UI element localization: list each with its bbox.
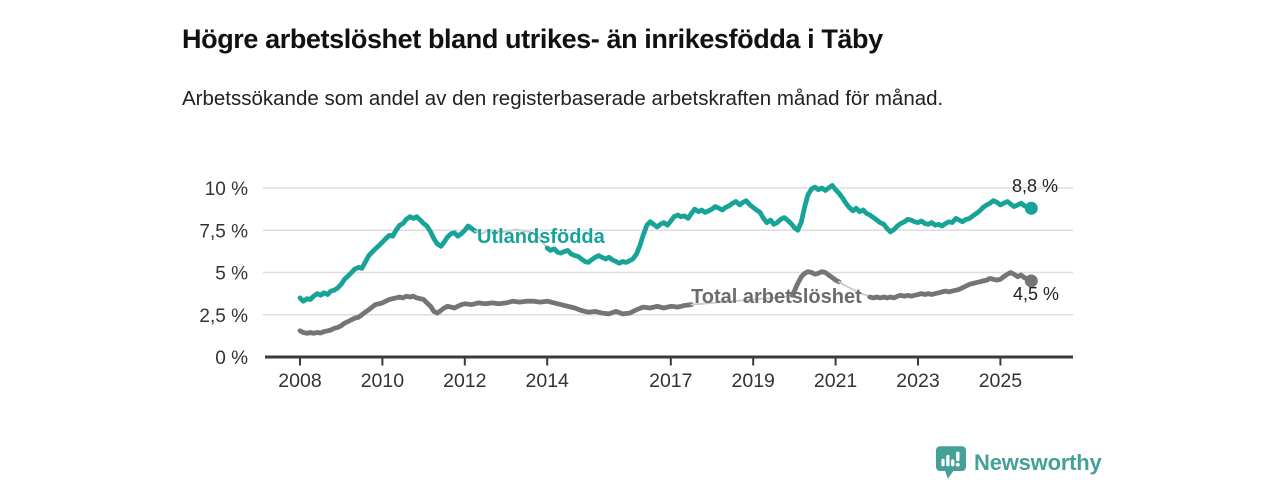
y-tick-label: 10 % [205,179,248,200]
end-value-label-utlandsfodda: 8,8 % [1012,176,1059,196]
page-subtitle: Arbetssökande som andel av den registerb… [182,86,944,110]
series-line-total [297,293,694,336]
page-title: Högre arbetslöshet bland utrikes- än inr… [182,24,883,55]
x-tick-label: 2023 [896,370,939,392]
series-line-utlandsfodda [544,183,1034,266]
y-tick-label: 5 % [215,264,248,285]
end-dot-total [1024,274,1038,288]
series-line-total-ghost [838,280,871,298]
series-line-utlandsfodda [297,214,478,304]
x-tick-label: 2025 [979,370,1023,392]
y-tick-label: 2,5 % [199,306,248,327]
newsworthy-logo-icon [936,446,966,479]
y-tick-label: 7,5 % [199,221,248,242]
x-tick-label: 2010 [361,370,405,392]
x-tick-label: 2021 [814,370,857,392]
x-tick-label: 2008 [278,370,321,392]
series-line-total [867,270,1034,301]
x-tick-label: 2012 [443,370,486,392]
newsworthy-brand-name: Newsworthy [974,449,1102,475]
end-value-label-total: 4,5 % [1013,284,1060,304]
series-label-utlandsfodda: Utlandsfödda [477,226,605,248]
x-tick-label: 2017 [649,370,692,392]
y-tick-label: 0 % [215,348,248,369]
end-dot-utlandsfodda [1024,201,1038,215]
newsworthy-brand: Newsworthy [936,446,1102,479]
series-line-total-ghost [690,294,794,306]
series-label-total-arbetsloshet: Total arbetslöshet [691,286,862,308]
x-tick-label: 2014 [526,370,570,392]
x-tick-label: 2019 [732,370,775,392]
series-line-total [789,269,842,298]
series-line-utlandsfodda-ghost [474,228,549,249]
